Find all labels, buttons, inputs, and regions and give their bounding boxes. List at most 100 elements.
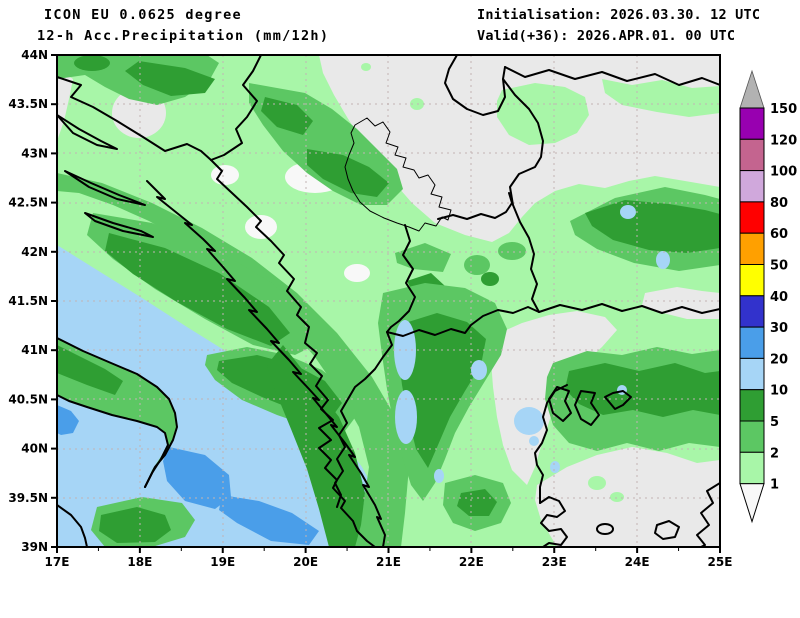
precip-region bbox=[398, 313, 486, 468]
border-line bbox=[696, 482, 720, 547]
legend-band bbox=[739, 201, 765, 234]
precip-region bbox=[585, 200, 720, 253]
legend-label: 2 bbox=[770, 446, 779, 461]
legend-band bbox=[739, 170, 765, 203]
precip-region bbox=[642, 287, 720, 319]
lat-label: 40.5N bbox=[8, 392, 48, 406]
border-line bbox=[64, 170, 146, 206]
lat-label: 41.5N bbox=[8, 294, 48, 308]
precip-region bbox=[565, 363, 720, 417]
border-line bbox=[386, 224, 416, 333]
lon-label: 18E bbox=[127, 555, 152, 569]
border-line bbox=[344, 117, 452, 232]
lon-label: 21E bbox=[376, 555, 401, 569]
legend-band bbox=[739, 138, 765, 172]
precip-region bbox=[163, 447, 231, 509]
border-line bbox=[654, 520, 680, 540]
lon-label: 17E bbox=[45, 555, 70, 569]
legend-label: 50 bbox=[770, 259, 788, 274]
border-line bbox=[574, 390, 600, 426]
precip-region bbox=[74, 55, 110, 71]
precip-region bbox=[481, 272, 499, 286]
legend-arrow-above bbox=[739, 69, 765, 109]
border-line bbox=[504, 66, 720, 86]
legend-band bbox=[739, 232, 765, 265]
border-line bbox=[57, 114, 118, 150]
lat-label: 42N bbox=[21, 245, 48, 259]
legend-label: 10 bbox=[770, 384, 788, 399]
lat-label: 39N bbox=[21, 540, 48, 554]
legend-label: 100 bbox=[770, 165, 797, 180]
border-line bbox=[57, 504, 88, 547]
border-line bbox=[386, 306, 540, 337]
border-line bbox=[210, 55, 262, 161]
border-line bbox=[437, 192, 513, 220]
legend-band bbox=[739, 107, 765, 140]
legend-band bbox=[739, 420, 765, 453]
precip-region bbox=[464, 255, 490, 275]
precip-region bbox=[588, 476, 606, 490]
lat-label: 41N bbox=[21, 343, 48, 357]
precip-region bbox=[395, 390, 417, 444]
border-line bbox=[146, 180, 386, 547]
border-line bbox=[318, 399, 376, 547]
lon-label: 23E bbox=[542, 555, 567, 569]
precip-region bbox=[535, 447, 720, 547]
precip-region bbox=[57, 405, 79, 435]
border-line bbox=[548, 386, 572, 422]
border-line bbox=[334, 331, 393, 508]
lon-label: 19E bbox=[210, 555, 235, 569]
legend-label: 150 bbox=[770, 102, 797, 117]
legend-label: 80 bbox=[770, 196, 788, 211]
precip-region bbox=[211, 165, 239, 185]
precip-region bbox=[514, 407, 544, 435]
precip-region bbox=[457, 489, 497, 516]
border-line bbox=[57, 394, 169, 488]
product-title: 12-h Acc.Precipitation (mm/12h) bbox=[37, 28, 330, 44]
precip-region bbox=[656, 251, 670, 269]
precip-region bbox=[434, 469, 444, 483]
lat-label: 39.5N bbox=[8, 491, 48, 505]
precip-region bbox=[125, 61, 215, 96]
map-area bbox=[57, 55, 720, 547]
legend-band bbox=[739, 357, 765, 391]
lat-label: 44N bbox=[21, 48, 48, 62]
lat-label: 42.5N bbox=[8, 196, 48, 210]
precip-region bbox=[57, 69, 73, 141]
lon-label: 22E bbox=[459, 555, 484, 569]
lat-label: 40N bbox=[21, 442, 48, 456]
init-time-label: Initialisation: 2026.03.30. 12 UTC bbox=[477, 7, 761, 23]
border-line bbox=[57, 76, 212, 161]
legend-label: 30 bbox=[770, 321, 788, 336]
precip-region bbox=[261, 97, 313, 135]
precip-region bbox=[245, 215, 277, 239]
border-line bbox=[502, 78, 544, 313]
lon-label: 25E bbox=[708, 555, 733, 569]
precip-region bbox=[361, 63, 371, 71]
legend-band bbox=[739, 451, 765, 485]
legend-label: 120 bbox=[770, 133, 797, 148]
precip-region bbox=[344, 264, 370, 282]
lon-label: 24E bbox=[625, 555, 650, 569]
border-line bbox=[596, 523, 614, 535]
legend-band bbox=[739, 264, 765, 297]
border-line bbox=[444, 55, 506, 116]
border-line bbox=[538, 303, 720, 314]
precip-region bbox=[57, 173, 409, 547]
legend-band bbox=[739, 389, 765, 422]
border-line bbox=[84, 212, 154, 238]
border-line bbox=[210, 159, 329, 401]
model-title: ICON EU 0.0625 degree bbox=[44, 7, 242, 23]
precip-region bbox=[471, 360, 487, 380]
lat-label: 43N bbox=[21, 146, 48, 160]
legend-label: 1 bbox=[770, 478, 779, 493]
legend-label: 60 bbox=[770, 227, 788, 242]
precip-region bbox=[99, 507, 171, 543]
precip-region bbox=[550, 461, 560, 473]
valid-time-label: Valid(+36): 2026.APR.01. 00 UTC bbox=[477, 28, 736, 44]
legend-label: 5 bbox=[770, 415, 779, 430]
precip-region bbox=[529, 436, 539, 446]
legend-label: 40 bbox=[770, 290, 788, 305]
